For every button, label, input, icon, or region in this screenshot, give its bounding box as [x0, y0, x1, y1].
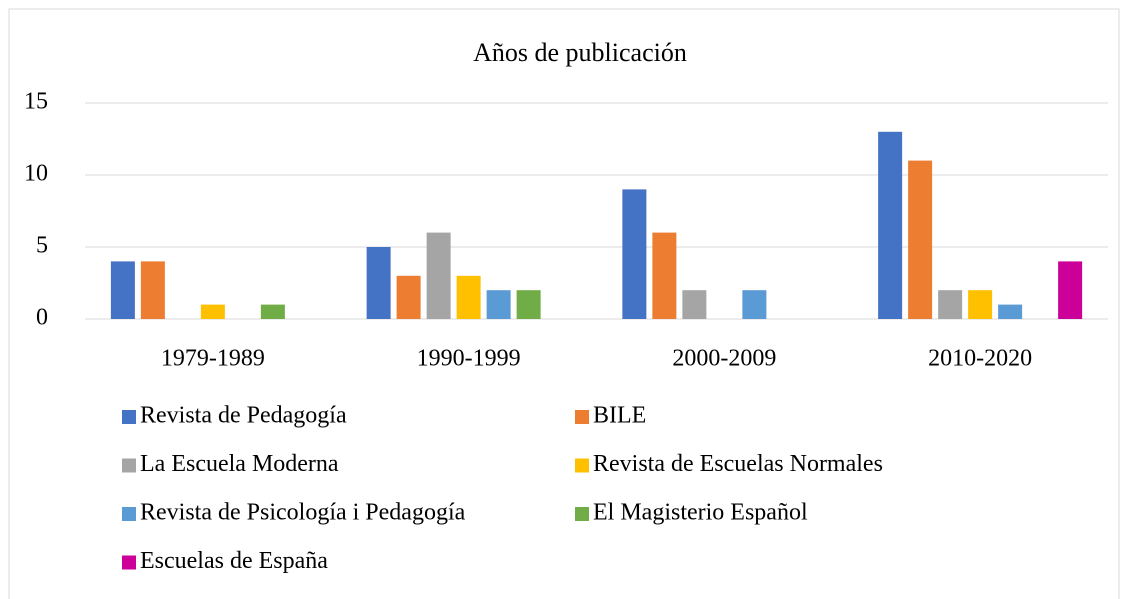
legend-label: Revista de Escuelas Normales [593, 451, 883, 477]
legend-label: La Escuela Moderna [140, 451, 339, 477]
chart-title: Años de publicación [473, 38, 687, 67]
y-tick-label: 0 [36, 305, 48, 331]
legend-marker [122, 458, 136, 473]
bar [908, 160, 933, 319]
bar [396, 275, 421, 319]
bar [110, 261, 135, 319]
bar [968, 290, 993, 319]
bar [878, 131, 903, 319]
bar [998, 304, 1023, 319]
bar [938, 290, 963, 319]
x-tick-label: 1990-1999 [417, 346, 521, 372]
legend-marker [575, 507, 589, 521]
bar [260, 304, 285, 319]
legend-label: Revista de Psicología i Pedagogía [140, 500, 466, 526]
chart-border [8, 8, 1120, 599]
y-tick-label: 15 [24, 89, 48, 115]
bar [516, 290, 541, 319]
y-tick-label: 10 [24, 161, 48, 187]
legend-label: El Magisterio Español [593, 500, 808, 526]
legend-label: Revista de Pedagogía [140, 403, 347, 429]
bar [366, 247, 391, 319]
bar [682, 290, 707, 319]
x-tick-label: 2010-2020 [928, 346, 1032, 372]
bar [140, 261, 165, 319]
legend-marker [575, 410, 589, 424]
bar [622, 189, 647, 319]
y-tick-label: 5 [36, 233, 48, 259]
legend-label: BILE [593, 403, 646, 429]
bar [456, 275, 481, 319]
bar [200, 304, 225, 319]
legend-marker [122, 555, 136, 570]
legend-label: Escuelas de España [140, 548, 328, 574]
bar [486, 290, 511, 319]
legend-marker [122, 410, 136, 424]
legend-marker [122, 507, 136, 521]
bar [742, 290, 767, 319]
bar [1058, 261, 1083, 319]
x-tick-label: 2000-2009 [672, 346, 776, 372]
bar [426, 232, 451, 319]
legend-marker [575, 458, 589, 473]
x-tick-label: 1979-1989 [161, 346, 265, 372]
bar [652, 232, 677, 319]
